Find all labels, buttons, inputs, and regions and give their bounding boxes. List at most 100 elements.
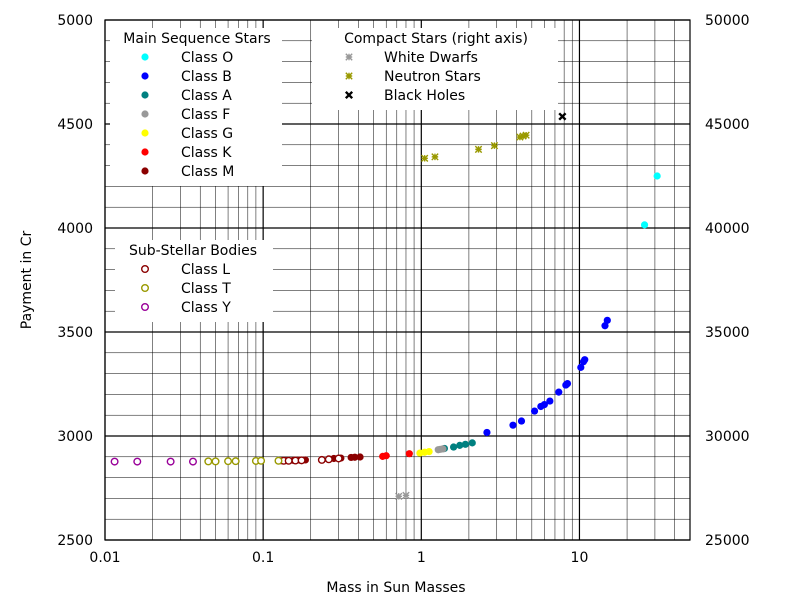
series-o [640,172,661,229]
x-tick-label: 10 [571,550,589,566]
legend-marker [141,91,149,99]
series-ns [420,131,530,163]
series-f [434,445,447,454]
data-point [483,428,491,437]
data-point [519,132,527,140]
legend-marker [141,167,149,175]
data-point [517,417,526,425]
y-tick-label: 4000 [57,221,93,237]
x-tick-label: 0.1 [252,550,274,566]
data-point [356,453,364,461]
legend-marker [141,110,149,118]
legend-label: Class Y [181,300,231,316]
y2-tick-label: 50000 [705,13,750,29]
data-point [317,455,326,464]
series-l [279,454,343,465]
data-point [274,456,283,465]
series-t [204,456,283,466]
series-b [483,316,611,437]
legend-title: Main Sequence Stars [123,31,270,47]
data-point [601,322,609,330]
data-point [468,439,476,447]
data-point [420,154,429,163]
legend-label: Class M [181,164,234,180]
data-point [166,457,175,466]
series-y [110,457,197,466]
data-point [351,453,359,461]
legend-label: Black Holes [384,88,465,104]
data-point [284,456,293,465]
series-bh [558,112,567,121]
x-axis-label: Mass in Sun Masses [326,580,465,596]
legend-top-center: Compact Stars (right axis) White Dwarfs Ne… [312,28,558,110]
legends: Main Sequence Stars Class O Class B Class A… [110,28,558,322]
data-point [563,379,572,388]
data-point [110,457,119,466]
legend-marker [141,53,149,61]
data-point [461,440,469,448]
y-axis-label: Payment in Cr [19,231,35,330]
data-point [425,448,433,456]
legend-label: Class A [181,88,232,104]
data-point [456,441,464,449]
data-point [555,388,563,396]
legend-label: Class G [181,126,233,142]
legend-marker [345,72,353,80]
data-points [110,112,661,501]
legend-marker [140,284,149,293]
legend-marker [141,129,149,137]
data-point [603,316,611,324]
data-point [257,456,266,465]
data-point [133,457,142,466]
data-point [382,452,390,460]
data-point [204,457,213,466]
plot-frame [104,19,691,541]
data-point [577,363,585,371]
data-point [640,221,649,229]
legend-label: Class L [181,262,230,278]
data-point [224,457,233,466]
data-point [509,421,517,429]
data-point [516,133,524,141]
legend-label: Neutron Stars [384,69,481,85]
data-point [231,457,240,466]
y-tick-label: 5000 [57,13,93,29]
legend-marker [140,265,149,274]
y2-tick-label: 35000 [705,325,750,341]
data-point [449,443,458,451]
legend-marker [141,72,149,80]
legend-top-left: Main Sequence Stars Class O Class B Class A… [110,28,282,186]
data-point [474,145,483,154]
y-tick-label: 3000 [57,429,93,445]
y-tick-label: 2500 [57,533,93,549]
data-point [546,397,554,405]
legend-background [312,28,558,110]
data-point [581,356,589,364]
y-tick-label: 3500 [57,325,93,341]
legend-label: Class B [181,69,232,85]
legend-label: Class K [181,145,232,161]
data-point [530,407,539,415]
data-point [334,454,343,463]
y-tick-label: 4500 [57,117,93,133]
data-point [402,491,410,499]
legend-title: Compact Stars (right axis) [344,31,528,47]
series-wd [395,491,410,501]
x-tick-label: 1 [417,550,426,566]
y2-tick-label: 40000 [705,221,750,237]
legend-marker [345,53,353,61]
legend-label: Class T [181,281,231,297]
legend-background [110,28,282,186]
legend-marker [141,148,149,156]
data-point [558,112,567,121]
legend-marker [344,90,354,100]
data-point [540,400,548,409]
data-point [653,172,661,180]
axes: 0.01 0.1 1 10 2500 3000 3500 4000 4500 5000 25000 3… [57,13,749,566]
legend-label: White Dwarfs [384,50,478,66]
legend-label: Class F [181,107,230,123]
data-point [490,141,499,150]
x-tick-label: 0.01 [89,550,120,566]
legend-marker [140,303,149,312]
